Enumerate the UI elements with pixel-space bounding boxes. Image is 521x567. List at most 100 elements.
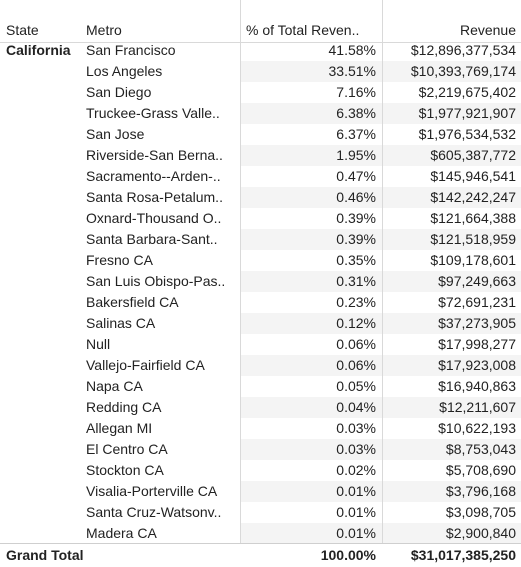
table-row[interactable]: Madera CA 0.01% $2,900,840 <box>0 523 521 544</box>
table-row[interactable]: Santa Barbara-Sant.. 0.39% $121,518,959 <box>0 229 521 250</box>
metro-cell[interactable]: Truckee-Grass Valle.. <box>86 105 220 121</box>
pct-total-revenue-cell[interactable]: 0.04% <box>336 399 376 415</box>
revenue-cell[interactable]: $2,900,840 <box>445 525 516 541</box>
metro-cell[interactable]: Los Angeles <box>86 63 163 79</box>
pct-total-revenue-cell[interactable]: 0.35% <box>336 252 376 268</box>
table-row[interactable]: Bakersfield CA 0.23% $72,691,231 <box>0 292 521 313</box>
metro-cell[interactable]: Bakersfield CA <box>86 294 179 310</box>
metro-cell[interactable]: Fresno CA <box>86 252 153 268</box>
table-row[interactable]: Null 0.06% $17,998,277 <box>0 334 521 355</box>
metro-cell[interactable]: Napa CA <box>86 378 143 394</box>
pct-total-revenue-cell[interactable]: 7.16% <box>336 84 376 100</box>
table-row[interactable]: Santa Rosa-Petalum.. 0.46% $142,242,247 <box>0 187 521 208</box>
column-header-pct-total-revenue[interactable]: % of Total Reven.. <box>246 22 360 38</box>
revenue-cell[interactable]: $3,098,705 <box>445 504 516 520</box>
table-row[interactable]: Vallejo-Fairfield CA 0.06% $17,923,008 <box>0 355 521 376</box>
pct-total-revenue-cell[interactable]: 0.39% <box>336 210 376 226</box>
metro-cell[interactable]: San Diego <box>86 84 152 100</box>
metro-cell[interactable]: Salinas CA <box>86 315 156 331</box>
pct-total-revenue-cell[interactable]: 0.39% <box>336 231 376 247</box>
pct-total-revenue-cell[interactable]: 0.12% <box>336 315 376 331</box>
metro-cell[interactable]: Stockton CA <box>86 462 164 478</box>
revenue-cell[interactable]: $121,664,388 <box>430 210 516 226</box>
column-header-state[interactable]: State <box>6 22 39 38</box>
table-row[interactable]: Napa CA 0.05% $16,940,863 <box>0 376 521 397</box>
table-row[interactable]: San Diego 7.16% $2,219,675,402 <box>0 82 521 103</box>
table-row[interactable]: San Luis Obispo-Pas.. 0.31% $97,249,663 <box>0 271 521 292</box>
table-row[interactable]: Fresno CA 0.35% $109,178,601 <box>0 250 521 271</box>
revenue-cell[interactable]: $8,753,043 <box>445 441 516 457</box>
revenue-cell[interactable]: $605,387,772 <box>430 147 516 163</box>
revenue-cell[interactable]: $1,976,534,532 <box>418 126 516 142</box>
metro-cell[interactable]: Santa Rosa-Petalum.. <box>86 189 223 205</box>
pct-total-revenue-cell[interactable]: 0.03% <box>336 420 376 436</box>
pct-total-revenue-cell[interactable]: 0.05% <box>336 378 376 394</box>
table-row[interactable]: Oxnard-Thousand O.. 0.39% $121,664,388 <box>0 208 521 229</box>
pct-total-revenue-cell[interactable]: 0.06% <box>336 357 376 373</box>
revenue-cell[interactable]: $121,518,959 <box>430 231 516 247</box>
metro-cell[interactable]: Allegan MI <box>86 420 153 436</box>
pct-total-revenue-cell[interactable]: 41.58% <box>328 42 376 58</box>
revenue-cell[interactable]: $145,946,541 <box>430 168 516 184</box>
pct-total-revenue-cell[interactable]: 0.03% <box>336 441 376 457</box>
metro-cell[interactable]: Redding CA <box>86 399 162 415</box>
state-label-california[interactable]: California <box>6 42 71 58</box>
pct-total-revenue-cell[interactable]: 6.38% <box>336 105 376 121</box>
table-row[interactable]: Visalia-Porterville CA 0.01% $3,796,168 <box>0 481 521 502</box>
metro-cell[interactable]: Oxnard-Thousand O.. <box>86 210 222 226</box>
pct-total-revenue-cell[interactable]: 0.02% <box>336 462 376 478</box>
column-header-revenue[interactable]: Revenue <box>459 22 516 38</box>
column-header-metro[interactable]: Metro <box>86 22 122 38</box>
pct-total-revenue-cell[interactable]: 0.01% <box>336 483 376 499</box>
table-row[interactable]: El Centro CA 0.03% $8,753,043 <box>0 439 521 460</box>
pct-total-revenue-cell[interactable]: 0.06% <box>336 336 376 352</box>
revenue-cell[interactable]: $37,273,905 <box>438 315 516 331</box>
table-row[interactable]: San Jose 6.37% $1,976,534,532 <box>0 124 521 145</box>
revenue-cell[interactable]: $97,249,663 <box>438 273 516 289</box>
revenue-cell[interactable]: $109,178,601 <box>430 252 516 268</box>
metro-cell[interactable]: San Luis Obispo-Pas.. <box>86 273 226 289</box>
pct-total-revenue-cell[interactable]: 0.23% <box>336 294 376 310</box>
revenue-cell[interactable]: $16,940,863 <box>438 378 516 394</box>
metro-cell[interactable]: Vallejo-Fairfield CA <box>86 357 205 373</box>
revenue-cell[interactable]: $5,708,690 <box>445 462 516 478</box>
table-row[interactable]: Riverside-San Berna.. 1.95% $605,387,772 <box>0 145 521 166</box>
revenue-cell[interactable]: $12,211,607 <box>439 399 516 415</box>
metro-cell[interactable]: Visalia-Porterville CA <box>86 483 218 499</box>
table-row[interactable]: San Francisco 41.58% $12,896,377,534 <box>0 40 521 61</box>
table-row[interactable]: Stockton CA 0.02% $5,708,690 <box>0 460 521 481</box>
metro-cell[interactable]: Riverside-San Berna.. <box>86 147 223 163</box>
table-row[interactable]: Santa Cruz-Watsonv.. 0.01% $3,098,705 <box>0 502 521 523</box>
table-row[interactable]: Salinas CA 0.12% $37,273,905 <box>0 313 521 334</box>
pct-total-revenue-cell[interactable]: 0.46% <box>336 189 376 205</box>
pct-total-revenue-cell[interactable]: 1.95% <box>336 147 376 163</box>
metro-cell[interactable]: Sacramento--Arden-.. <box>86 168 221 184</box>
revenue-cell[interactable]: $72,691,231 <box>438 294 516 310</box>
revenue-cell[interactable]: $10,622,193 <box>438 420 516 436</box>
revenue-cell[interactable]: $10,393,769,174 <box>410 63 516 79</box>
metro-cell[interactable]: Madera CA <box>86 525 157 541</box>
revenue-cell[interactable]: $1,977,921,907 <box>418 105 516 121</box>
metro-cell[interactable]: Santa Barbara-Sant.. <box>86 231 218 247</box>
revenue-cell[interactable]: $3,796,168 <box>445 483 516 499</box>
revenue-cell[interactable]: $2,219,675,402 <box>418 84 516 100</box>
revenue-cell[interactable]: $17,923,008 <box>438 357 516 373</box>
revenue-cell[interactable]: $17,998,277 <box>438 336 516 352</box>
table-row[interactable]: Los Angeles 33.51% $10,393,769,174 <box>0 61 521 82</box>
metro-cell[interactable]: San Jose <box>86 126 145 142</box>
revenue-cell[interactable]: $12,896,377,534 <box>410 42 516 58</box>
metro-cell[interactable]: El Centro CA <box>86 441 168 457</box>
metro-cell[interactable]: Null <box>86 336 111 352</box>
metro-cell[interactable]: San Francisco <box>86 42 176 58</box>
table-row[interactable]: Allegan MI 0.03% $10,622,193 <box>0 418 521 439</box>
pct-total-revenue-cell[interactable]: 0.01% <box>336 525 376 541</box>
pct-total-revenue-cell[interactable]: 33.51% <box>328 63 376 79</box>
table-row[interactable]: Sacramento--Arden-.. 0.47% $145,946,541 <box>0 166 521 187</box>
pct-total-revenue-cell[interactable]: 0.31% <box>336 273 376 289</box>
table-row[interactable]: Truckee-Grass Valle.. 6.38% $1,977,921,907 <box>0 103 521 124</box>
metro-cell[interactable]: Santa Cruz-Watsonv.. <box>86 504 222 520</box>
table-row[interactable]: Redding CA 0.04% $12,211,607 <box>0 397 521 418</box>
revenue-cell[interactable]: $142,242,247 <box>430 189 516 205</box>
pct-total-revenue-cell[interactable]: 6.37% <box>336 126 376 142</box>
pct-total-revenue-cell[interactable]: 0.47% <box>336 168 376 184</box>
